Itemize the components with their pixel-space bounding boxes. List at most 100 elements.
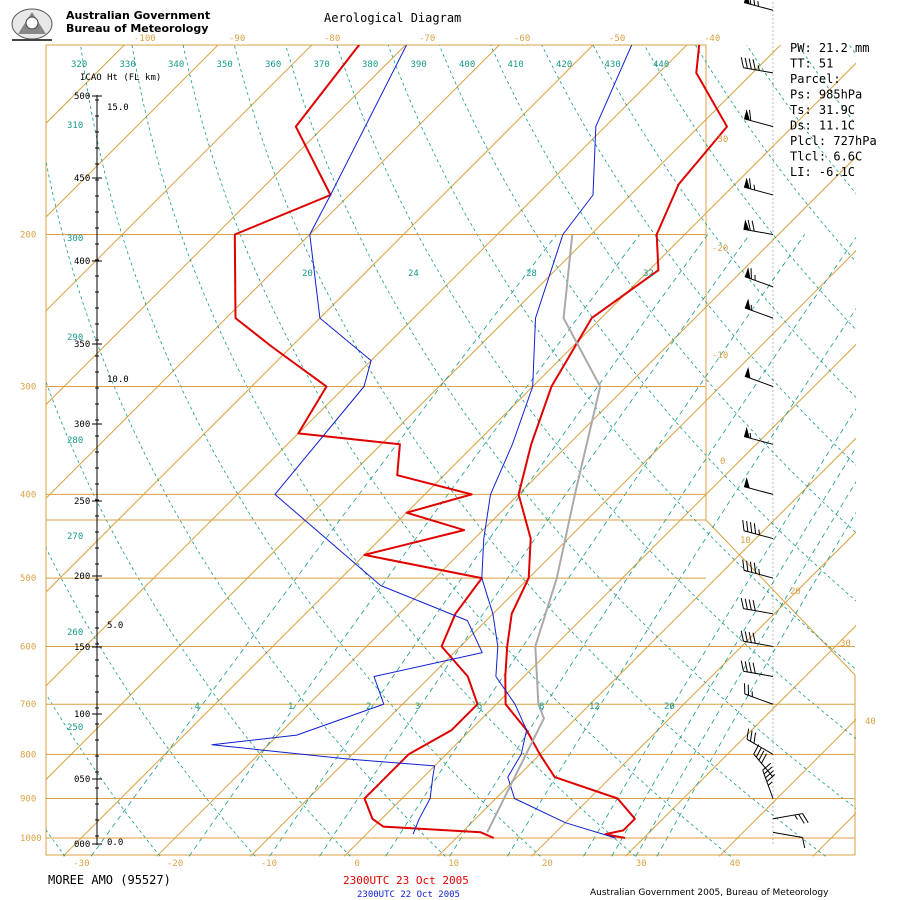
wind-barb xyxy=(743,476,774,495)
temperature-tick-label: 40 xyxy=(730,859,741,869)
right-temperature-label: 0 xyxy=(720,457,725,467)
dry-adiabat xyxy=(541,45,856,466)
mixing-ratio-label: 8 xyxy=(539,702,544,712)
isotherm-line xyxy=(46,45,782,781)
theta-label: 380 xyxy=(362,60,378,70)
info-line: Ds: 11.1C xyxy=(790,119,855,133)
info-line: Ts: 31.9C xyxy=(790,103,855,117)
wind-barb xyxy=(740,57,774,74)
wind-barb xyxy=(772,831,806,849)
isotherm-line xyxy=(0,0,7,856)
pressure-tick-label: 500 xyxy=(20,574,36,584)
dry-adiabat xyxy=(46,159,446,857)
dry-adiabat xyxy=(592,45,856,398)
diagram-grid xyxy=(0,0,856,857)
mixing-ratio-label: 2 xyxy=(366,702,371,712)
isotherm-line xyxy=(46,45,313,312)
wind-barb xyxy=(742,559,774,579)
height-axis-label: ICAO Ht (FL km) xyxy=(80,73,161,83)
dry-adiabat xyxy=(438,45,856,602)
isotherm-line xyxy=(343,343,856,857)
km-label: 10.0 xyxy=(107,375,129,385)
right-temperature-label: -10 xyxy=(712,351,728,361)
mixing-ratio-label: 32 xyxy=(643,269,654,279)
theta-label: 400 xyxy=(459,60,475,70)
dry-adiabat xyxy=(46,380,351,857)
right-temperature-label: -30 xyxy=(712,135,728,145)
current-dewpoint-trace xyxy=(233,45,495,839)
info-line: Tlcl: 6.6C xyxy=(790,150,862,164)
temperature-tick-label: 10 xyxy=(448,859,459,869)
mixing-ratio-line xyxy=(188,234,641,857)
info-line: TT: 51 xyxy=(790,57,833,71)
wind-barb xyxy=(743,683,774,705)
isotherm-line xyxy=(46,45,125,124)
mixing-ratio-line xyxy=(507,308,856,857)
pressure-tick-label: 800 xyxy=(20,750,36,760)
wind-barb xyxy=(743,219,774,235)
flight-level-label: 050 xyxy=(74,775,90,785)
mixing-ratio-label: 12 xyxy=(589,702,600,712)
current-sounding-time: 2300UTC 23 Oct 2005 xyxy=(343,874,469,887)
mixing-ratio-line xyxy=(583,408,856,857)
wind-barb xyxy=(746,728,774,755)
temperature-tick-label: 0 xyxy=(355,859,360,869)
right-temperature-label: 10 xyxy=(740,536,751,546)
theta-left-label: 270 xyxy=(67,532,83,542)
theta-label: 360 xyxy=(265,60,281,70)
isotherm-line xyxy=(156,156,856,857)
flight-level-label: 250 xyxy=(74,497,90,507)
temperature-tick-label: -20 xyxy=(167,859,183,869)
km-label: 0.0 xyxy=(107,838,123,848)
isotherm-line xyxy=(437,437,856,857)
wind-barb xyxy=(740,630,774,647)
mixing-ratio-label: 3 xyxy=(415,702,420,712)
dry-adiabat xyxy=(182,45,731,857)
flight-level-label: 000 xyxy=(74,840,90,850)
flight-level-label: 200 xyxy=(74,572,90,582)
theta-label: 410 xyxy=(508,60,524,70)
info-line: Ps: 985hPa xyxy=(790,88,862,102)
theta-left-label: 280 xyxy=(67,436,83,446)
flight-level-label: 300 xyxy=(74,420,90,430)
top-temperature-label: -100 xyxy=(134,34,156,44)
pressure-tick-label: 300 xyxy=(20,383,36,393)
right-temperature-label: -20 xyxy=(712,244,728,254)
top-temperature-label: -90 xyxy=(229,34,245,44)
dry-adiabat xyxy=(285,45,856,809)
isotherm-line xyxy=(625,625,856,857)
right-temperature-label: 30 xyxy=(840,639,851,649)
isotherm-line xyxy=(250,250,856,857)
top-temperature-label: -80 xyxy=(324,34,340,44)
km-label: 15.0 xyxy=(107,103,129,113)
temperature-tick-label: 30 xyxy=(636,859,647,869)
plot-frame xyxy=(45,44,707,521)
mixing-ratio-line xyxy=(449,236,856,857)
wind-barb xyxy=(743,177,774,196)
dry-adiabat xyxy=(46,547,256,857)
theta-label: 430 xyxy=(605,60,621,70)
current-temperature-trace xyxy=(504,45,728,839)
theta-label: 340 xyxy=(168,60,184,70)
flight-level-label: 450 xyxy=(74,174,90,184)
theta-left-label: 290 xyxy=(67,333,83,343)
theta-label: 390 xyxy=(411,60,427,70)
mixing-ratio-line xyxy=(385,234,806,857)
wind-barb xyxy=(753,744,774,778)
dry-adiabat xyxy=(46,829,66,857)
pressure-tick-label: 1000 xyxy=(20,834,42,844)
temperature-tick-label: -30 xyxy=(73,859,89,869)
wind-barb xyxy=(743,0,774,11)
theta-left-label: 300 xyxy=(67,234,83,244)
isobar-lines xyxy=(46,233,855,839)
top-temperature-label: -70 xyxy=(419,34,435,44)
previous-temperature-trace xyxy=(481,45,633,839)
temperature-tick-label: 20 xyxy=(542,859,553,869)
chart-title: Aerological Diagram xyxy=(324,11,461,25)
dry-adiabat xyxy=(387,45,856,670)
pressure-tick-label: 900 xyxy=(20,794,36,804)
info-line: Parcel: xyxy=(790,72,841,86)
theta-label: 420 xyxy=(556,60,572,70)
